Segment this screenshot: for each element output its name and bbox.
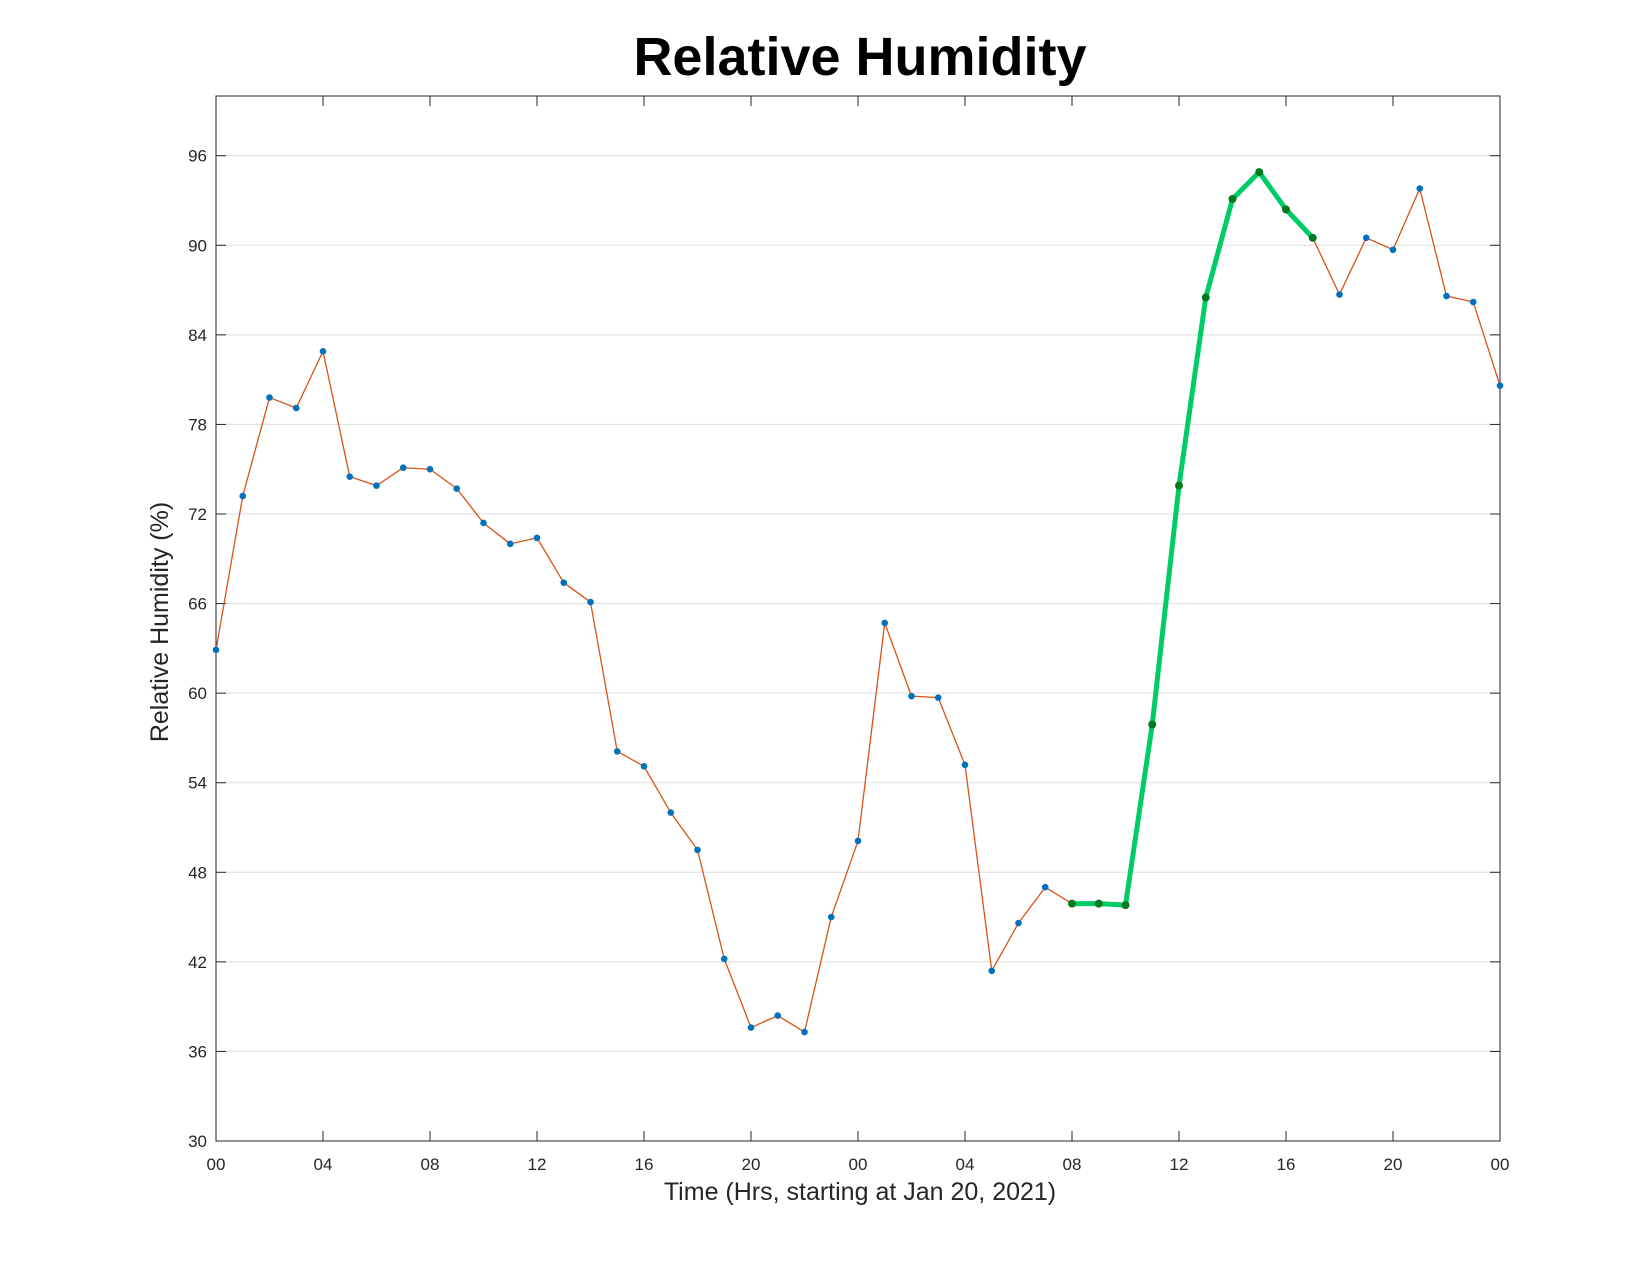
highlight-data-point <box>1255 168 1264 177</box>
data-point <box>266 394 273 401</box>
data-point <box>827 913 835 921</box>
data-point <box>480 519 487 527</box>
data-point <box>720 955 728 963</box>
data-point <box>1041 883 1049 891</box>
y-tick-label: 84 <box>188 326 207 345</box>
y-tick-label: 96 <box>188 147 207 166</box>
x-tick-label: 08 <box>1063 1155 1082 1174</box>
data-point <box>694 846 701 854</box>
data-point <box>613 748 621 755</box>
x-tick-label: 20 <box>1384 1155 1403 1174</box>
highlight-data-point <box>1148 720 1157 729</box>
x-tick-label: 00 <box>1491 1155 1510 1174</box>
x-tick-label: 20 <box>742 1155 761 1174</box>
data-point <box>319 347 327 355</box>
data-point <box>453 485 461 492</box>
data-point <box>560 579 568 586</box>
data-point <box>640 762 648 770</box>
x-tick-label: 12 <box>1170 1155 1189 1174</box>
data-point <box>506 540 514 548</box>
y-axis-label: Relative Humidity (%) <box>146 502 174 742</box>
data-point <box>292 404 300 412</box>
highlight-data-point <box>1308 233 1317 242</box>
data-point <box>373 482 380 489</box>
data-point <box>881 619 889 627</box>
y-tick-label: 66 <box>188 595 207 614</box>
plot-frame <box>215 95 1501 1142</box>
data-point <box>399 464 407 472</box>
data-point <box>774 1012 782 1019</box>
data-point <box>667 809 675 816</box>
axes: 30 36 42 48 54 60 66 72 78 84 90 96 00 04 08 12 16 20 00 04… <box>188 95 1510 1174</box>
series-line <box>215 171 1501 1033</box>
y-tick-label: 78 <box>188 415 207 434</box>
y-tick-label: 30 <box>188 1132 207 1151</box>
data-point <box>587 598 594 606</box>
data-point <box>346 473 354 480</box>
x-tick-label: 04 <box>314 1155 333 1174</box>
data-point <box>1389 246 1397 254</box>
data-point <box>212 646 220 654</box>
highlight-data-point <box>1068 899 1076 908</box>
data-point <box>239 492 247 500</box>
highlight-data-point <box>1282 205 1290 214</box>
data-point <box>747 1024 755 1031</box>
y-tick-label: 48 <box>188 863 207 882</box>
x-tick-label: 16 <box>635 1155 654 1174</box>
data-point <box>961 761 969 769</box>
data-point <box>1416 185 1424 192</box>
x-tick-label: 00 <box>849 1155 868 1174</box>
highlight-data-point <box>1175 481 1183 490</box>
y-tick-label: 42 <box>188 953 207 972</box>
data-point <box>1496 382 1504 389</box>
gridlines <box>216 155 1500 1052</box>
highlight-data-point <box>1201 293 1210 302</box>
data-series <box>212 168 1504 1036</box>
x-tick-label: 04 <box>956 1155 975 1174</box>
data-point <box>988 967 996 975</box>
data-point <box>1336 291 1343 298</box>
data-point <box>1443 292 1450 300</box>
y-tick-label: 60 <box>188 684 207 703</box>
y-tick-label: 54 <box>188 774 207 793</box>
data-point <box>801 1028 808 1036</box>
y-tick-label: 90 <box>188 236 207 255</box>
x-tick-label: 12 <box>528 1155 547 1174</box>
data-point <box>1015 919 1022 927</box>
x-axis-label: Time (Hrs, starting at Jan 20, 2021) <box>664 1178 1056 1206</box>
data-point <box>934 694 942 701</box>
y-tick-label: 72 <box>188 505 207 524</box>
x-tick-label: 16 <box>1277 1155 1296 1174</box>
chart-title: Relative Humidity <box>633 27 1086 87</box>
highlight-data-point <box>1121 901 1130 910</box>
data-point <box>1362 234 1370 242</box>
x-tick-label: 00 <box>207 1155 226 1174</box>
data-point <box>533 534 541 542</box>
data-point <box>854 837 862 845</box>
data-point <box>426 465 434 473</box>
highlight-data-point <box>1094 899 1103 908</box>
y-tick-label: 36 <box>188 1042 207 1061</box>
data-point <box>908 692 915 700</box>
x-tick-label: 08 <box>421 1155 440 1174</box>
data-point <box>1469 298 1477 306</box>
highlight-segment-line <box>1069 169 1316 908</box>
highlight-data-point <box>1228 195 1237 204</box>
